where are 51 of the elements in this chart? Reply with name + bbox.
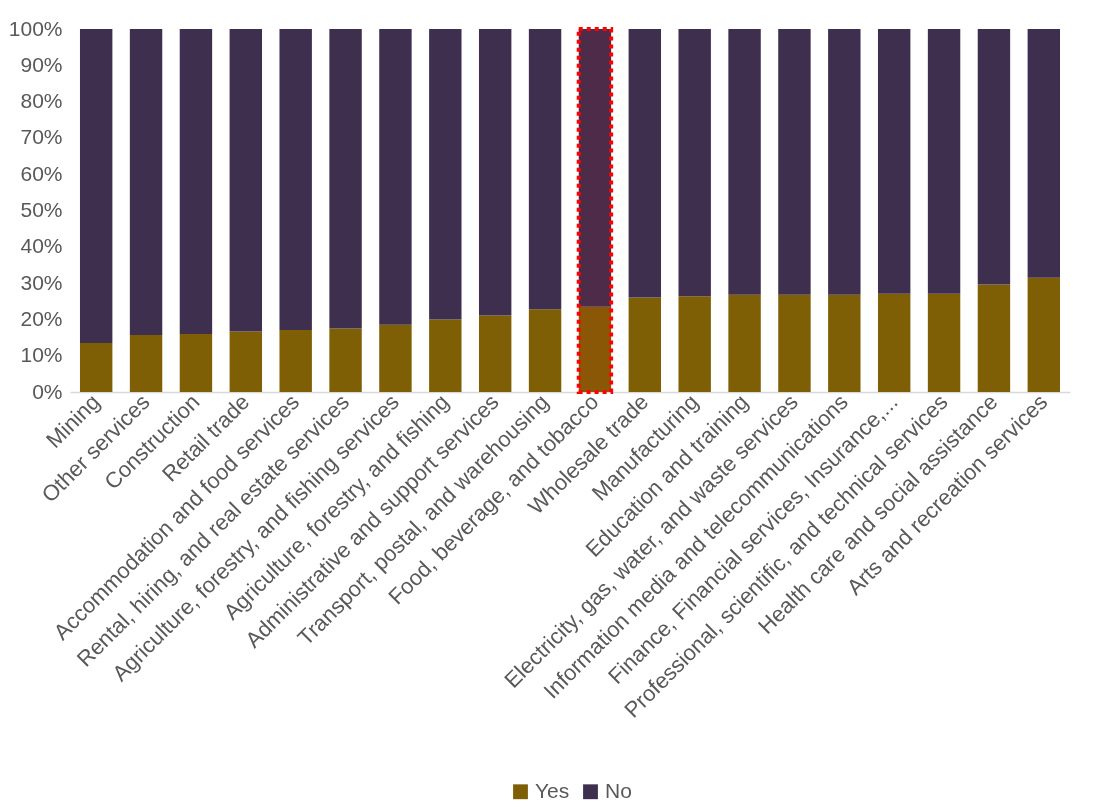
bar [229, 331, 263, 392]
bar [528, 29, 562, 310]
bar [478, 315, 512, 392]
y-tick-label: 70% [20, 125, 63, 149]
bar [279, 329, 312, 392]
bar [1027, 29, 1061, 278]
y-tick-label: 20% [20, 306, 63, 330]
bar [927, 293, 961, 392]
bar [828, 294, 861, 392]
bar [129, 29, 163, 336]
y-tick-label: 30% [20, 270, 63, 294]
bar [528, 309, 562, 392]
bar [977, 284, 1011, 392]
bar [229, 29, 263, 332]
bar [778, 29, 811, 295]
bar [129, 335, 163, 392]
y-tick-label: 80% [20, 89, 63, 113]
bar [728, 29, 761, 295]
bar [628, 297, 662, 392]
bar [478, 29, 512, 316]
bar [329, 29, 362, 329]
bar [379, 29, 412, 325]
bar [79, 29, 113, 343]
bar [379, 324, 412, 392]
bar [828, 29, 861, 295]
bar [179, 333, 213, 392]
bar [279, 29, 312, 330]
bar [578, 306, 612, 392]
bar [877, 29, 911, 294]
bar [429, 29, 462, 320]
bar [329, 328, 362, 392]
bar [728, 294, 761, 392]
y-tick-label: 100% [8, 16, 63, 40]
bar [179, 29, 213, 334]
bar [678, 296, 711, 392]
bar [877, 293, 911, 392]
bar [429, 319, 462, 392]
bar [628, 29, 662, 298]
bar [1027, 277, 1061, 392]
y-tick-label: 90% [20, 52, 63, 76]
legend-label: Yes [535, 778, 570, 802]
bar [927, 29, 961, 294]
y-tick-label: 40% [20, 234, 63, 258]
y-tick-label: 50% [20, 198, 63, 221]
bar [778, 294, 811, 392]
y-tick-label: 60% [20, 161, 63, 185]
bar [977, 29, 1011, 285]
y-tick-label: 10% [20, 343, 63, 367]
bar [678, 29, 711, 297]
legend-label: No [605, 778, 632, 802]
bar [79, 343, 113, 392]
